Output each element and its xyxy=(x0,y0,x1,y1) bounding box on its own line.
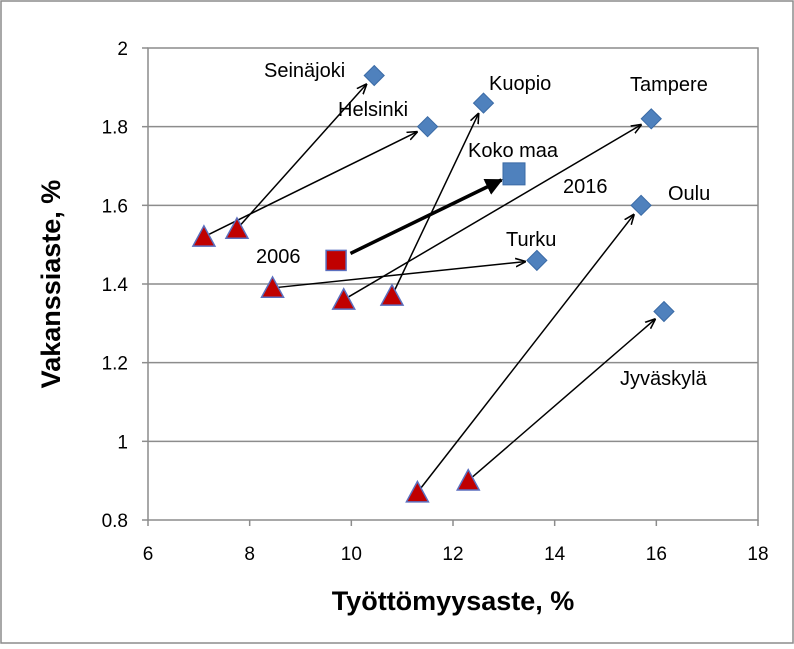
marker-2016-helsinki xyxy=(416,115,439,138)
arrow-tampere xyxy=(348,125,641,298)
x-tick-label: 14 xyxy=(544,544,566,565)
x-tick-label: 6 xyxy=(143,544,154,565)
y-tick-label: 2 xyxy=(117,39,128,60)
y-axis-title: Vakanssiaste, % xyxy=(36,180,66,389)
x-tick-label: 8 xyxy=(244,544,255,565)
marker-2016-kuopio xyxy=(472,92,495,114)
y-tick-label: 1 xyxy=(117,432,128,453)
label-jyvaskyla: Jyväskylä xyxy=(620,368,708,390)
arrow-seinajoki xyxy=(240,84,366,225)
x-tick-label: 16 xyxy=(646,544,667,565)
marker-2006-koko-maa xyxy=(325,249,347,272)
y-tick-label: 0.8 xyxy=(102,511,128,532)
marker-2006-kuopio xyxy=(379,283,405,306)
label-year-2006: 2006 xyxy=(256,246,301,268)
y-tick-label: 1.6 xyxy=(102,196,128,217)
label-year-2016: 2016 xyxy=(563,176,608,198)
label-oulu: Oulu xyxy=(668,183,710,205)
marker-2016-koko-maa xyxy=(502,162,526,186)
x-axis-title: Työttömyysaste, % xyxy=(332,586,575,616)
label-seinajoki: Seinäjoki xyxy=(264,60,345,82)
label-tampere: Tampere xyxy=(630,74,708,96)
plot-area: 6 8 10 12 14 16 18 0.8 1 1.2 1.4 1.6 1.8 2 xyxy=(102,39,769,565)
marker-2016-oulu xyxy=(630,194,652,217)
label-koko-maa: Koko maa xyxy=(468,140,559,162)
arrow-oulu xyxy=(420,215,634,489)
markers xyxy=(191,64,675,503)
label-helsinki: Helsinki xyxy=(338,99,408,121)
x-tick-label: 12 xyxy=(442,544,463,565)
y-axis-ticks: 0.8 1 1.2 1.4 1.6 1.8 2 xyxy=(102,39,148,532)
arrow-turku xyxy=(278,262,525,289)
marker-2006-turku xyxy=(260,275,285,299)
marker-2016-tampere xyxy=(640,108,662,130)
marker-2006-oulu xyxy=(405,479,430,503)
x-tick-label: 18 xyxy=(747,544,768,565)
arrows xyxy=(208,84,655,489)
grid-lines xyxy=(148,125,758,443)
arrow-jyvaskyla xyxy=(472,319,655,478)
label-kuopio: Kuopio xyxy=(489,73,551,95)
y-tick-label: 1.4 xyxy=(102,275,129,296)
arrow-koko-maa xyxy=(349,178,503,255)
marker-2006-tampere xyxy=(331,287,356,310)
y-tick-label: 1.8 xyxy=(102,118,128,139)
x-tick-label: 10 xyxy=(341,544,362,565)
y-tick-label: 1.2 xyxy=(102,354,128,375)
marker-2006-helsinki xyxy=(191,224,217,247)
marker-2006-jyvaskyla xyxy=(455,468,481,491)
x-axis-ticks: 6 8 10 12 14 16 18 xyxy=(143,520,769,565)
arrow-helsinki xyxy=(208,132,417,235)
marker-2016-seinajoki xyxy=(363,64,385,87)
label-turku: Turku xyxy=(506,229,556,251)
marker-2016-jyvaskyla xyxy=(653,300,675,323)
marker-2016-turku xyxy=(526,249,548,272)
marker-2006-seinajoki xyxy=(224,216,250,240)
